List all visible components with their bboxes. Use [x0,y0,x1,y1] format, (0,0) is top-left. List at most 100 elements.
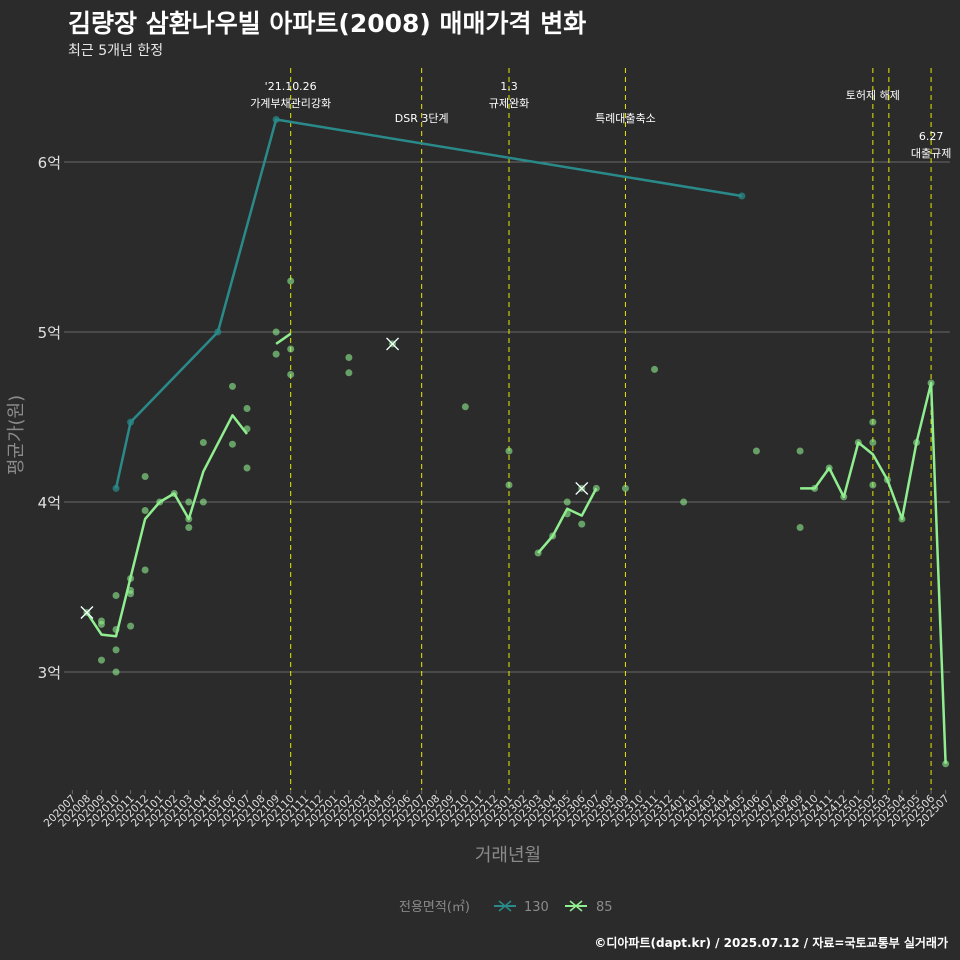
data-point-85 [243,425,251,433]
data-point-85 [185,498,193,506]
series-line-130 [114,118,743,489]
data-point-130 [738,192,746,200]
series-line-85 [800,381,947,764]
data-point-85 [112,668,120,676]
event-label: 6.27 [919,130,944,143]
highlight-stroke [386,337,400,351]
data-point-85 [811,484,819,492]
series-line-85 [537,487,598,554]
event-label: 토허제 해제 [846,88,900,102]
data-point-85 [243,405,251,412]
highlight-stroke [80,606,94,619]
event-label: 특례대출축소 [595,112,656,125]
data-point-85 [869,439,877,446]
data-point-85 [127,622,135,630]
y-tick-label: 4억 [38,494,61,512]
data-point-85 [840,493,848,501]
legend-key-85 [565,900,587,912]
data-point-85 [156,498,164,506]
data-point-85 [228,440,236,448]
data-points [80,116,950,768]
data-point-85 [942,760,950,768]
legend-title: 전용면적(㎡) [399,900,470,915]
data-point-85 [287,345,295,353]
data-point-85 [199,439,207,446]
data-point-85 [345,354,353,361]
y-tick-label: 3억 [38,664,61,682]
event-label: '21.10.26 [265,80,317,93]
data-point-85 [112,626,120,633]
data-point-85 [287,371,295,378]
series-line-85 [275,332,292,345]
highlight-marker-85 [575,481,589,495]
data-point-85 [97,620,105,628]
data-point-85 [651,365,659,373]
data-point-85 [228,382,236,390]
data-point-85 [141,507,149,514]
event-label: 대출규제 [911,147,951,160]
legend-key-130 [494,900,516,912]
data-point-85 [505,447,513,455]
event-label: 1.3 [500,80,518,93]
gridlines [68,161,950,673]
highlight-stroke [575,481,589,495]
data-point-85 [927,379,935,387]
series-lines [85,118,947,764]
data-point-85 [563,498,571,506]
chart-title: 김량장 삼환나우빌 아파트(2008) 매매가격 변화 [68,9,587,38]
data-point-85 [287,277,295,285]
data-point-85 [869,481,877,489]
y-tick-label: 5억 [38,324,61,342]
data-point-85 [199,498,207,506]
chart-subtitle: 최근 5개년 한정 [68,43,164,59]
data-point-130 [127,418,135,426]
data-point-85 [97,656,105,664]
data-point-85 [112,592,120,599]
source-caption: ©디아파트(dapt.kr) / 2025.07.12 / 자료=국토교통부 실… [594,936,948,950]
highlight-marker-85 [80,606,94,619]
data-point-85 [141,566,149,574]
x-axis-label: 거래년월 [475,845,541,866]
data-point-85 [563,510,571,518]
event-label: 규제완화 [489,97,529,110]
data-point-85 [243,464,251,472]
data-point-85 [680,498,688,506]
data-point-85 [913,439,921,446]
data-point-85 [592,484,600,492]
data-point-85 [854,439,862,446]
highlight-marker-85 [386,337,400,351]
data-point-85 [578,520,586,528]
data-point-85 [127,590,135,598]
data-point-85 [170,490,178,497]
data-point-85 [272,350,280,358]
legend-label-130: 130 [524,900,549,915]
event-label: 가계부채관리강화 [250,97,331,110]
legend: 전용면적(㎡) 130 85 [399,900,613,915]
data-point-85 [185,515,193,523]
data-point-85 [549,532,557,540]
y-tick-label: 6억 [38,154,61,172]
data-point-85 [127,575,135,582]
data-point-85 [534,549,542,557]
data-point-85 [898,515,906,523]
data-point-85 [141,473,149,480]
data-point-85 [621,484,629,492]
data-point-85 [461,403,469,411]
series-line-85 [85,414,248,638]
data-point-85 [796,447,804,455]
data-point-130 [214,328,222,336]
data-point-85 [752,447,760,455]
data-point-85 [825,464,833,472]
data-point-85 [505,481,513,489]
event-label: DSR 3단계 [395,112,449,125]
legend-label-85: 85 [596,900,613,915]
data-point-85 [869,418,877,426]
data-point-85 [796,524,804,531]
data-point-85 [345,369,353,377]
data-point-130 [272,116,280,123]
data-point-85 [185,524,193,531]
data-point-85 [272,328,280,336]
data-point-85 [112,646,120,654]
